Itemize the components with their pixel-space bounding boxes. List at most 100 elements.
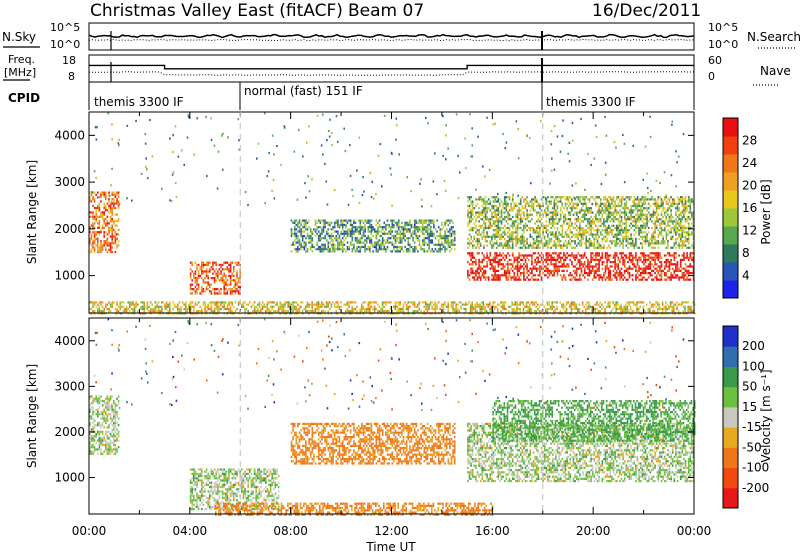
power-cell [691, 258, 693, 261]
power-cell [397, 223, 400, 227]
power-cell [348, 234, 350, 238]
power-cell [631, 240, 634, 243]
power-cell [229, 307, 232, 311]
power-cell [385, 232, 387, 235]
power-cell [652, 231, 655, 234]
power-cell [671, 204, 674, 208]
power-cell [617, 256, 620, 259]
power-cell [588, 263, 591, 266]
power-cell [510, 218, 512, 221]
power-cell [95, 193, 97, 196]
power-cell [497, 233, 500, 236]
power-cell [681, 224, 684, 227]
power-cell [351, 226, 354, 229]
power-cell [426, 230, 429, 233]
power-cell [527, 244, 530, 247]
power-cell [191, 305, 193, 308]
power-cell [660, 272, 663, 275]
power-cell [130, 303, 133, 306]
power-cell [540, 265, 543, 268]
power-cell [281, 305, 283, 308]
power-cell [641, 202, 644, 205]
power-cell [630, 252, 632, 255]
power-cell [641, 196, 644, 199]
power-cell [563, 252, 565, 255]
power-cell [340, 219, 342, 222]
power-cell [317, 237, 320, 240]
power-cell [660, 256, 663, 259]
power-cell [473, 261, 476, 264]
power-cell [526, 211, 528, 214]
power-cell [553, 263, 556, 266]
power-cell [426, 243, 429, 246]
power-cell [100, 248, 102, 251]
power-cell [159, 305, 161, 308]
power-cell [337, 221, 339, 224]
power-cell [620, 274, 623, 277]
power-cell [95, 213, 97, 216]
power-cell [354, 221, 357, 224]
power-cell [505, 200, 508, 203]
power-cell [97, 204, 99, 207]
power-cell [516, 231, 519, 234]
power-cell [268, 301, 270, 304]
power-cell [555, 237, 557, 241]
power-cell [659, 267, 661, 270]
power-cell [185, 303, 187, 306]
power-cell [475, 224, 477, 227]
power-cell [297, 250, 299, 253]
power-cell [571, 263, 573, 266]
power-cell [523, 200, 525, 203]
power-cell [574, 207, 576, 210]
power-cell [405, 237, 408, 240]
power-cell [652, 211, 655, 214]
power-cell [204, 305, 206, 308]
power-cell [622, 256, 624, 259]
power-cell [475, 240, 477, 243]
power-cell [518, 276, 520, 279]
power-cell [399, 250, 402, 253]
power-cell [510, 263, 512, 266]
power-cell [529, 233, 532, 236]
power-cell [495, 269, 498, 272]
power-cell [229, 263, 232, 266]
power-cell [156, 305, 158, 308]
power-cell [370, 305, 373, 308]
power-cell [106, 244, 109, 247]
power-cell [678, 229, 680, 232]
power-cell [531, 267, 533, 270]
power-cell [572, 240, 575, 243]
power-cell [561, 224, 564, 227]
power-cell [611, 202, 613, 205]
power-cell [686, 204, 688, 208]
power-cell [293, 219, 296, 222]
power-cell [316, 307, 318, 311]
power-cell [499, 226, 501, 230]
power-cell [527, 269, 530, 272]
power-cell [516, 222, 519, 225]
power-cell [553, 202, 556, 205]
power-cell [559, 218, 562, 221]
power-cell [614, 276, 616, 279]
power-cell [646, 198, 648, 201]
power-cell [229, 281, 232, 284]
power-cell [643, 261, 645, 264]
power-cell [103, 211, 105, 214]
power-cell [445, 241, 448, 244]
power-cell [169, 307, 171, 311]
power-cell [550, 233, 552, 236]
power-cell [293, 221, 296, 224]
power-cell [668, 278, 671, 281]
power-cell [587, 263, 589, 266]
power-cell [567, 233, 570, 236]
power-cell [205, 285, 208, 288]
freq-label: Freq. [8, 53, 35, 66]
power-cell [625, 202, 628, 205]
power-cell [330, 228, 333, 231]
power-cell [418, 241, 421, 244]
power-cell [494, 256, 496, 259]
power-cell [515, 240, 517, 243]
power-cell [450, 243, 453, 246]
power-cell [583, 198, 586, 201]
power-cell [305, 245, 307, 249]
